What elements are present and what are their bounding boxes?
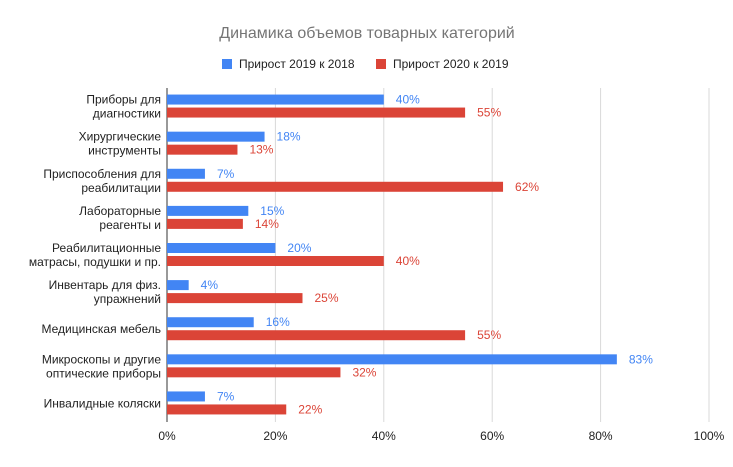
category-label: Приборы для bbox=[86, 93, 161, 107]
category-label: оптические приборы bbox=[46, 366, 161, 380]
legend-swatch-2 bbox=[376, 59, 386, 69]
data-label: 4% bbox=[201, 278, 219, 292]
bar bbox=[167, 218, 243, 229]
bar bbox=[167, 243, 276, 253]
bar bbox=[167, 181, 504, 192]
data-label: 13% bbox=[249, 143, 273, 157]
category-label: реагенты и bbox=[99, 218, 161, 232]
category-label: Инвалидные коляски bbox=[44, 396, 161, 410]
category-label: упражнений bbox=[94, 292, 161, 306]
category-label: реабилитации bbox=[81, 181, 161, 195]
bar bbox=[167, 107, 466, 118]
data-label: 20% bbox=[287, 241, 311, 255]
category-label: матрасы, подушки и пр. bbox=[29, 255, 161, 269]
bar bbox=[167, 367, 341, 378]
x-tick-label: 100% bbox=[694, 429, 725, 443]
legend: Прирост 2019 к 2018 Прирост 2020 к 2019 bbox=[222, 57, 509, 71]
data-label: 55% bbox=[477, 328, 501, 342]
gridlines bbox=[166, 88, 710, 422]
x-tick-label: 0% bbox=[158, 429, 176, 443]
category-label: Приспособления для bbox=[43, 167, 161, 181]
category-label: инструменты bbox=[88, 144, 161, 158]
bar bbox=[167, 144, 238, 155]
bar bbox=[167, 205, 249, 216]
bar bbox=[167, 168, 205, 179]
data-label: 22% bbox=[298, 402, 322, 416]
data-label: 62% bbox=[515, 180, 539, 194]
data-label: 16% bbox=[266, 315, 290, 329]
category-label: Микроскопы и другие bbox=[42, 352, 161, 366]
data-label: 40% bbox=[396, 254, 420, 268]
legend-label-2: Прирост 2020 к 2019 bbox=[393, 57, 509, 71]
data-label: 7% bbox=[217, 167, 235, 181]
bar bbox=[167, 280, 189, 291]
x-tick-label: 80% bbox=[589, 429, 613, 443]
data-label: 25% bbox=[315, 291, 339, 305]
legend-label-1: Прирост 2019 к 2018 bbox=[239, 57, 355, 71]
x-tick-label: 20% bbox=[263, 429, 287, 443]
bar bbox=[167, 404, 287, 415]
data-label: 40% bbox=[396, 93, 420, 107]
legend-swatch-1 bbox=[222, 59, 232, 69]
data-label: 15% bbox=[260, 204, 284, 218]
bar bbox=[167, 94, 384, 105]
x-tick-label: 60% bbox=[480, 429, 504, 443]
category-label: Инвентарь для физ. bbox=[49, 278, 161, 292]
data-label: 55% bbox=[477, 106, 501, 120]
data-label: 18% bbox=[277, 130, 301, 144]
category-label: Медицинская мебель bbox=[41, 322, 161, 336]
x-axis-ticks: 0% 20% 40% 60% 80% 100% bbox=[158, 429, 724, 443]
category-label: Реабилитационные bbox=[52, 241, 161, 255]
x-tick-label: 40% bbox=[372, 429, 396, 443]
bar bbox=[167, 391, 205, 402]
data-labels: 40% 55% 18% 13% 7% 62% 15%14% 20% 40% 4% 25% 16% 55%… bbox=[201, 93, 654, 417]
category-label: диагностики bbox=[93, 107, 161, 121]
category-label: Хирургические bbox=[79, 130, 162, 144]
data-label: 32% bbox=[352, 365, 376, 379]
data-label: 14% bbox=[255, 217, 279, 231]
bar bbox=[167, 256, 384, 266]
bar bbox=[167, 131, 265, 142]
bars bbox=[167, 94, 617, 415]
data-label: 7% bbox=[217, 389, 235, 403]
category-label: Лабораторные bbox=[79, 204, 161, 218]
bar bbox=[167, 330, 466, 341]
data-label: 83% bbox=[629, 352, 653, 366]
bar bbox=[167, 293, 303, 304]
chart-title: Динамика объемов товарных категорий bbox=[219, 25, 514, 42]
bar bbox=[167, 317, 254, 328]
bar bbox=[167, 354, 617, 365]
